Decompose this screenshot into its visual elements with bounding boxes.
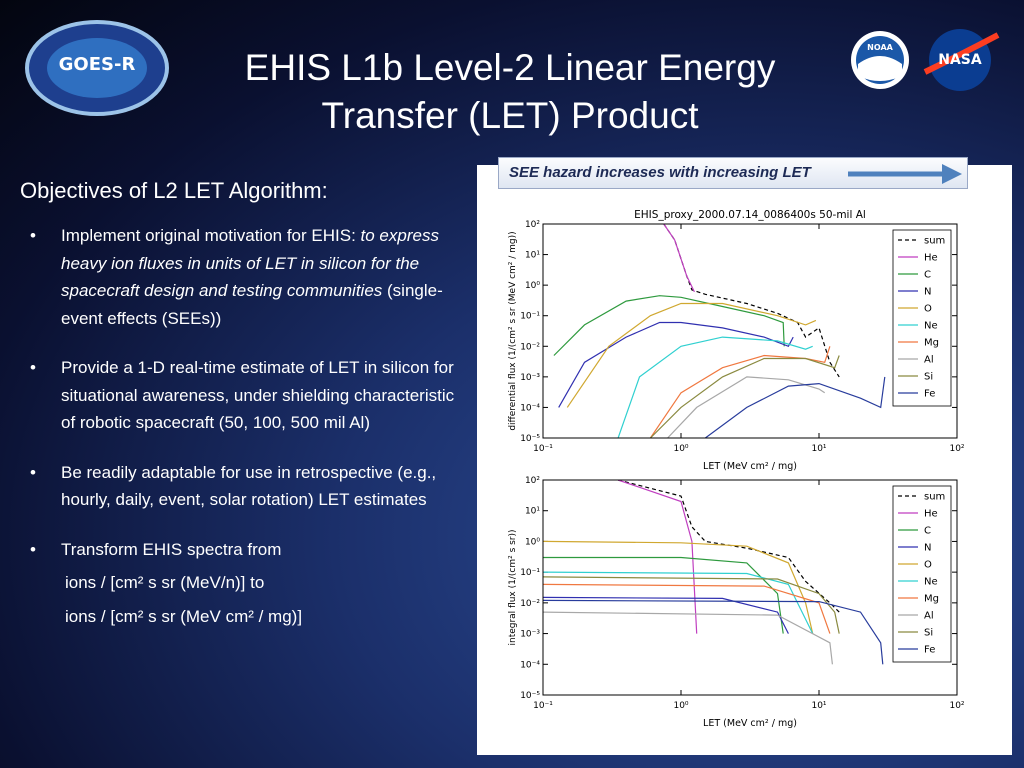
series-line xyxy=(543,596,789,634)
legend-box xyxy=(892,485,952,663)
nasa-logo-text: NASA xyxy=(938,52,982,68)
y-tick-label: 10⁻⁵ xyxy=(520,434,540,444)
plot-frame xyxy=(542,479,958,696)
legend-label: O xyxy=(924,304,932,315)
series-line xyxy=(617,480,840,613)
legend-label: Fe xyxy=(924,389,935,400)
legend-label: N xyxy=(924,287,931,298)
y-tick-label: 10⁰ xyxy=(525,281,540,291)
legend-label: N xyxy=(924,543,931,554)
section-heading: Objectives of L2 LET Algorithm: xyxy=(20,178,328,203)
series-line xyxy=(543,556,784,634)
y-tick-label: 10⁻⁵ xyxy=(520,691,540,701)
goes-logo: GOES-R xyxy=(25,20,169,116)
series-line xyxy=(617,480,698,634)
series-line xyxy=(553,295,785,356)
bullet: Implement original motivation for EHIS: … xyxy=(30,222,460,332)
chart-title: EHIS_proxy_2000.07.14_0086400s 50-mil Al xyxy=(634,209,866,221)
legend-label: Si xyxy=(924,628,933,639)
y-tick-label: 10⁰ xyxy=(525,537,540,547)
bullet: Transform EHIS spectra from ions / [cm² s… xyxy=(30,536,460,631)
y-tick-label: 10⁻² xyxy=(520,342,540,352)
y-axis-label: differential flux (1/(cm² s sr (MeV cm² … xyxy=(508,231,518,430)
charts: EHIS_proxy_2000.07.14_0086400s 50-mil Al… xyxy=(508,209,965,729)
series-line xyxy=(649,346,831,438)
y-tick-label: 10⁻² xyxy=(520,599,540,609)
x-tick-label: 10¹ xyxy=(811,701,826,711)
callout: SEE hazard increases with increasing LET xyxy=(498,157,968,189)
plot-frame xyxy=(542,223,958,439)
y-tick-label: 10¹ xyxy=(525,251,540,261)
bullet-italic: to express heavy ion fluxes in units of … xyxy=(61,226,439,300)
y-tick-label: 10⁻⁴ xyxy=(520,403,540,413)
y-tick-label: 10¹ xyxy=(525,507,540,517)
legend-label: Ne xyxy=(924,577,938,588)
x-axis-label: LET (MeV cm² / mg) xyxy=(703,461,797,472)
y-tick-label: 10⁻⁴ xyxy=(520,660,540,670)
legend-label: Ne xyxy=(924,321,938,332)
legend-label: sum xyxy=(924,236,945,247)
slide-title: EHIS L1b Level-2 Linear Energy Transfer … xyxy=(244,47,776,136)
series-line xyxy=(649,355,840,438)
legend-label: Al xyxy=(924,355,934,366)
x-tick-label: 10⁰ xyxy=(673,701,688,711)
legend-label: sum xyxy=(924,492,945,503)
y-tick-label: 10⁻³ xyxy=(520,630,540,640)
series-line xyxy=(543,611,833,665)
legend-label: C xyxy=(924,526,931,537)
legend-label: Mg xyxy=(924,338,939,349)
series-line xyxy=(617,336,813,438)
goes-logo-text: GOES-R xyxy=(59,54,136,75)
x-tick-label: 10⁻¹ xyxy=(533,701,553,711)
series-line xyxy=(543,583,831,634)
series-line xyxy=(543,540,814,634)
legend-box xyxy=(892,229,952,407)
y-tick-label: 10⁻¹ xyxy=(520,312,540,322)
nasa-logo: NASA xyxy=(923,29,1000,91)
y-tick-label: 10² xyxy=(525,220,540,230)
bullet-text: (single-event effects (SEEs)) xyxy=(61,281,443,328)
y-tick-label: 10⁻¹ xyxy=(520,568,540,578)
bullet: Provide a 1-D real-time estimate of LET … xyxy=(30,354,460,437)
x-tick-label: 10² xyxy=(949,701,964,711)
series-line xyxy=(667,376,826,438)
series-line xyxy=(543,576,840,634)
bullet-subline: ions / [cm² s sr (MeV cm² / mg)] xyxy=(65,606,303,626)
x-tick-label: 10² xyxy=(949,444,964,454)
x-axis-label: LET (MeV cm² / mg) xyxy=(703,718,797,729)
bullet: Be readily adaptable for use in retrospe… xyxy=(30,459,460,514)
legend-label: C xyxy=(924,270,931,281)
legend-label: Mg xyxy=(924,594,939,605)
x-tick-label: 10⁰ xyxy=(673,444,688,454)
bullet-text: Be readily adaptable for use in retrospe… xyxy=(61,462,437,510)
series-line xyxy=(663,224,695,293)
callout-text: SEE hazard increases with increasing LET xyxy=(509,164,811,181)
legend-label: He xyxy=(924,253,938,264)
x-tick-label: 10¹ xyxy=(811,444,826,454)
legend-label: Si xyxy=(924,372,933,383)
x-tick-label: 10⁻¹ xyxy=(533,444,553,454)
series-line xyxy=(543,599,884,665)
y-tick-label: 10⁻³ xyxy=(520,373,540,383)
bullet-subline: ions / [cm² s sr (MeV/n)] to xyxy=(65,573,265,592)
legend-label: He xyxy=(924,509,938,520)
noaa-logo: NOAA xyxy=(851,31,909,89)
series-line xyxy=(704,376,886,438)
series-line xyxy=(558,321,794,408)
bullet-text: Implement original motivation for EHIS: xyxy=(61,226,361,245)
bullet-text: Provide a 1-D real-time estimate of LET … xyxy=(61,358,455,432)
noaa-logo-text: NOAA xyxy=(867,43,893,52)
bullet-list: Implement original motivation for EHIS: … xyxy=(30,222,460,652)
y-axis-label: integral flux (1/(cm² s sr)) xyxy=(508,529,518,645)
y-tick-label: 10² xyxy=(525,476,540,486)
series-line xyxy=(566,302,817,408)
legend-label: Fe xyxy=(924,645,935,656)
bullet-text: Transform EHIS spectra from xyxy=(61,539,282,559)
legend-label: Al xyxy=(924,611,934,622)
legend-label: O xyxy=(924,560,932,571)
